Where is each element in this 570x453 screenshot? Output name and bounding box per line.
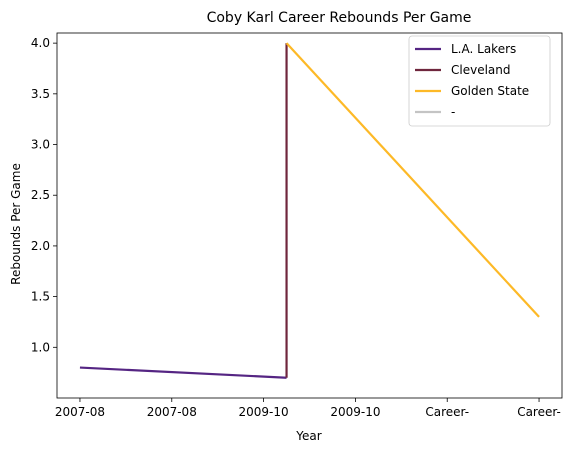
y-tick-label: 4.0: [31, 36, 50, 50]
y-axis-label: Rebounds Per Game: [9, 163, 23, 285]
chart-title: Coby Karl Career Rebounds Per Game: [207, 10, 472, 26]
x-tick-label: Career-: [517, 405, 561, 419]
legend-label: -: [451, 105, 455, 119]
x-tick-label: 2009-10: [239, 405, 289, 419]
legend-label: L.A. Lakers: [451, 42, 516, 56]
legend-label: Cleveland: [451, 63, 511, 77]
x-axis-label: Year: [295, 429, 321, 443]
x-tick-label: 2007-08: [147, 405, 197, 419]
legend-label: Golden State: [451, 84, 529, 98]
series-line: [79, 366, 287, 379]
y-tick-label: 2.0: [31, 239, 50, 253]
y-tick-label: 3.5: [31, 87, 50, 101]
x-axis: 2007-08 2007-08 2009-10 2009-10 Career- Caree…: [55, 398, 561, 419]
y-axis: 1.0 1.5 2.0 2.5 3.0 3.5 4.0: [31, 36, 57, 354]
y-tick-label: 1.0: [31, 340, 50, 354]
plot-area: [56, 32, 563, 399]
legend: L.A. Lakers Cleveland Golden State -: [408, 35, 551, 127]
y-tick-label: 2.5: [31, 188, 50, 202]
series-line: [285, 42, 540, 318]
legend-box: [408, 35, 551, 127]
series-layer: [79, 42, 540, 379]
x-tick-label: 2009-10: [330, 405, 380, 419]
plot-frame: [56, 32, 563, 399]
x-tick-label: Career-: [425, 405, 469, 419]
y-tick-label: 1.5: [31, 290, 50, 304]
x-tick-label: 2007-08: [55, 405, 105, 419]
y-tick-label: 3.0: [31, 138, 50, 152]
